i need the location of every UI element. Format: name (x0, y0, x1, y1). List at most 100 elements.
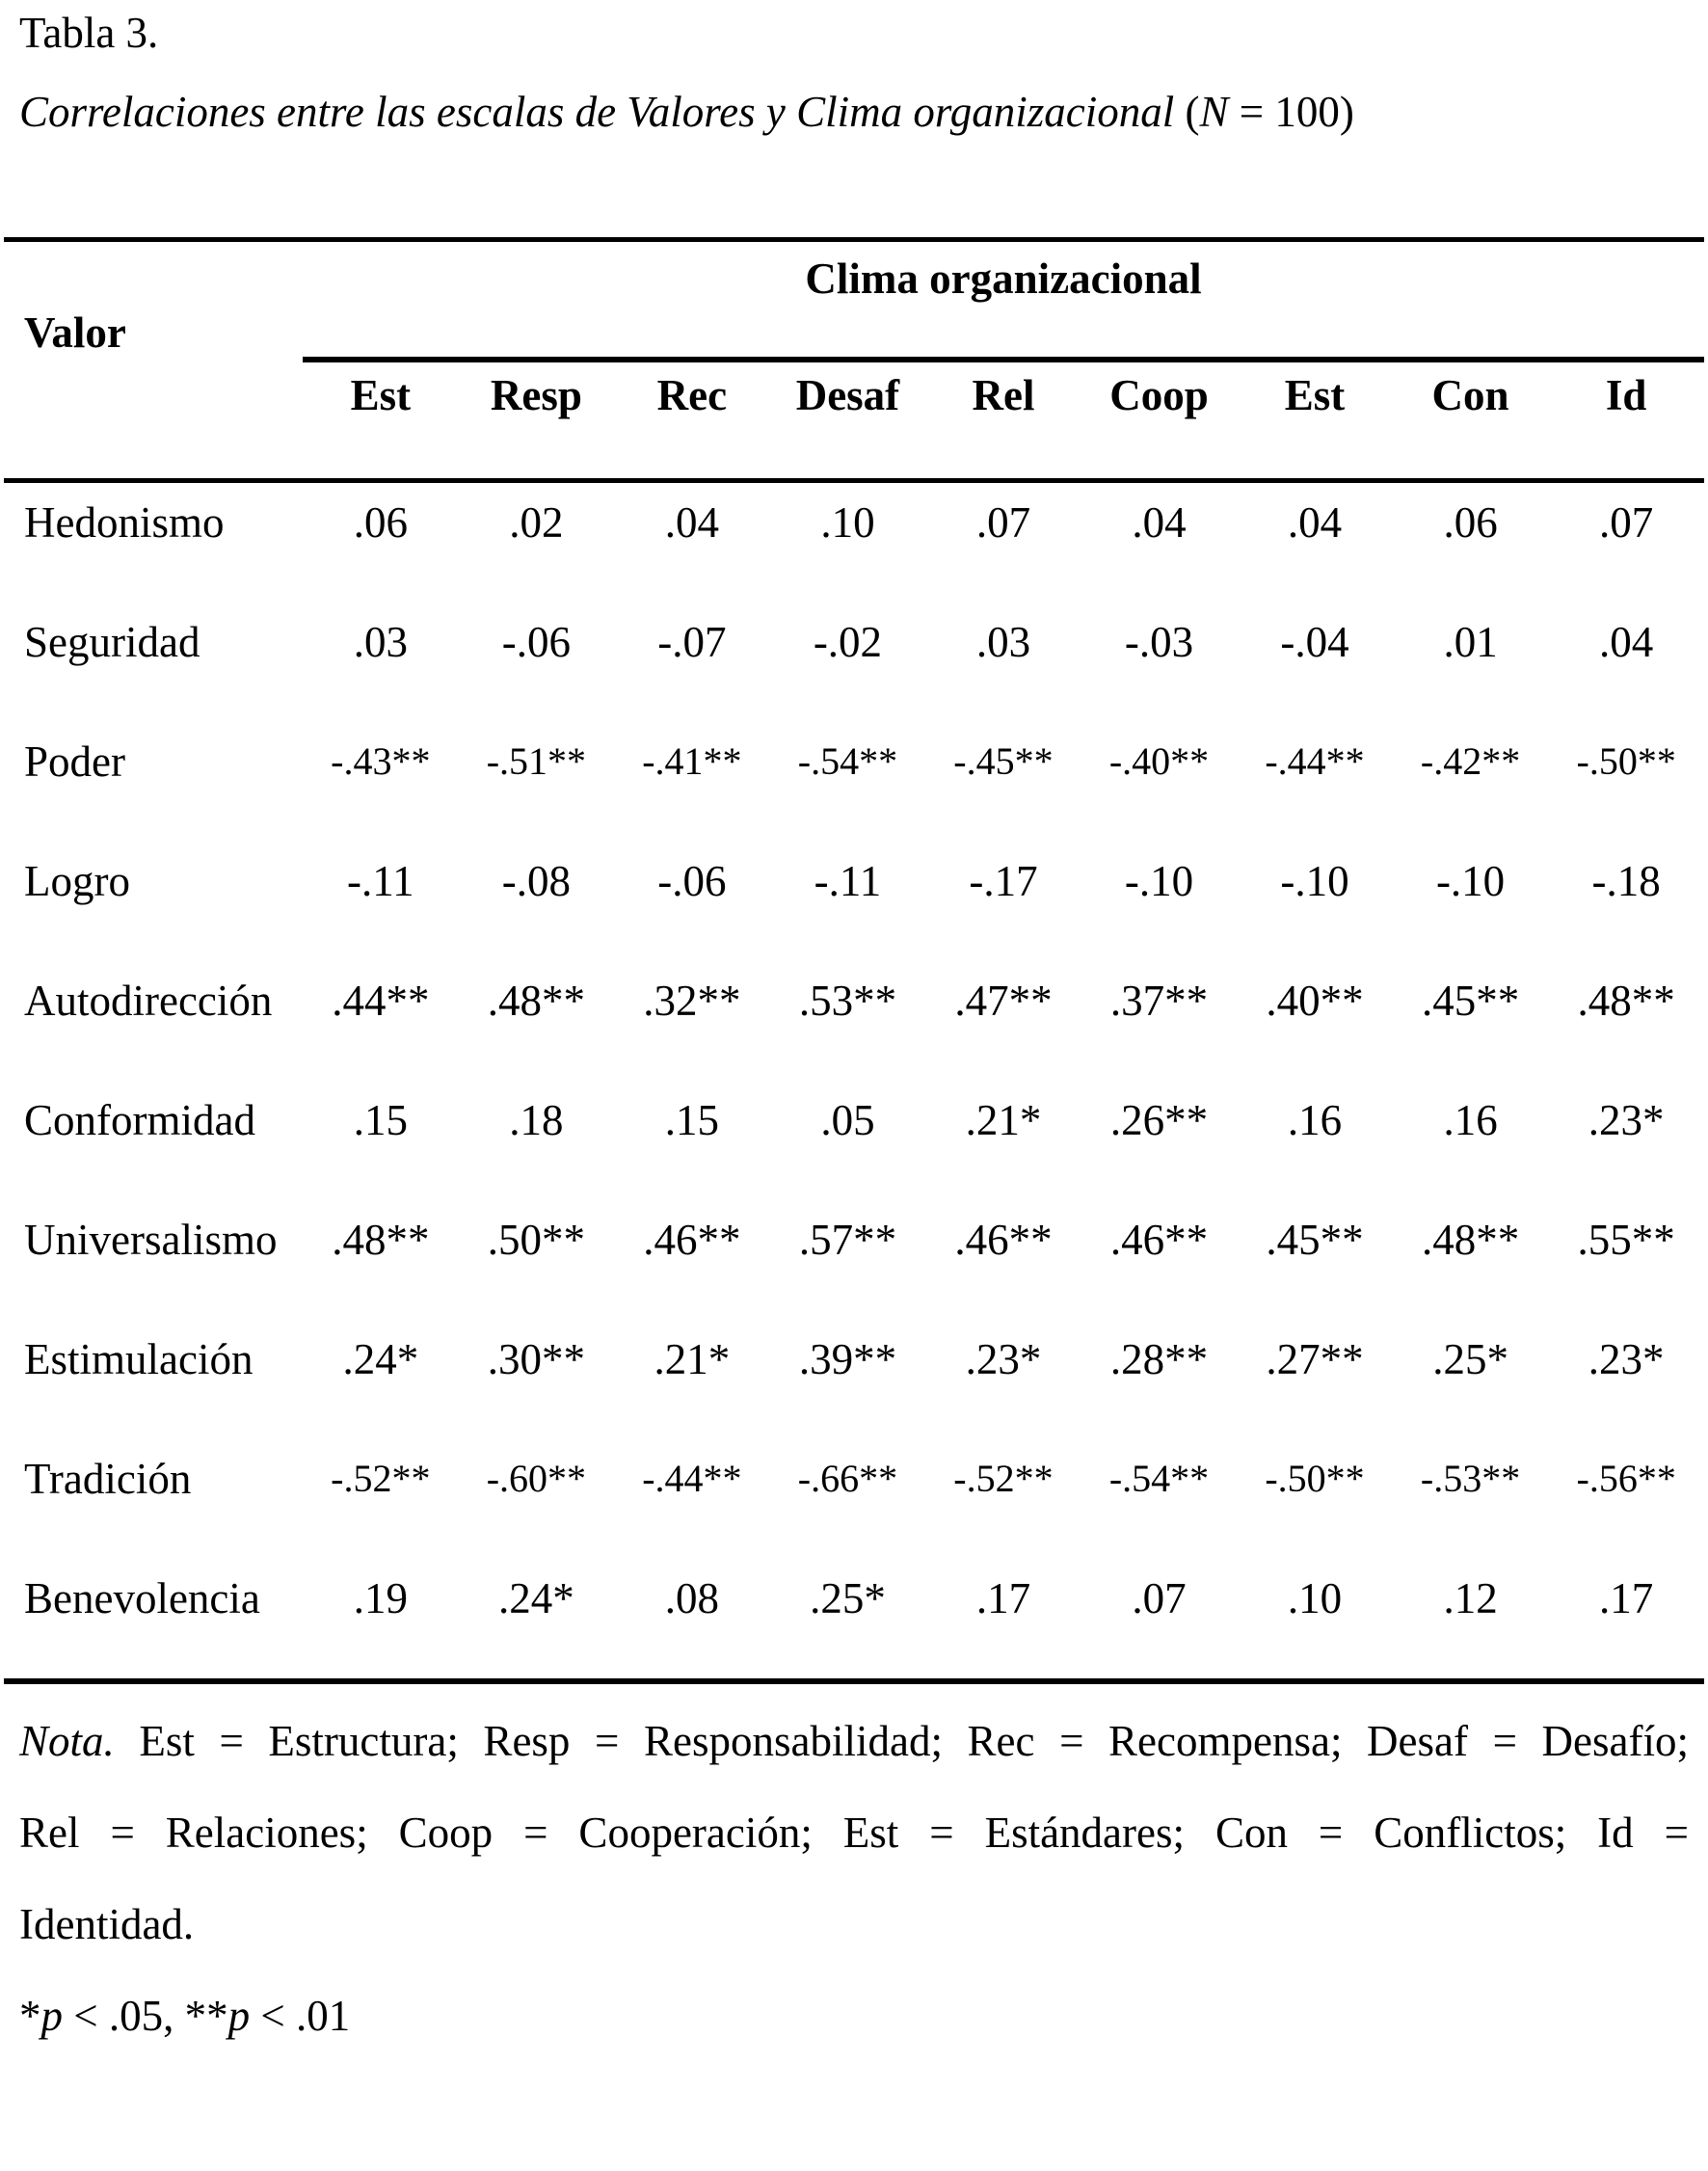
correlation-cell: -.44** (1265, 739, 1365, 783)
correlation-cell: .44** (332, 977, 430, 1025)
correlation-cell: .48** (332, 1216, 430, 1264)
correlation-cell: -.18 (1591, 857, 1661, 905)
correlation-cell: .10 (820, 498, 875, 547)
correlation-cell: .23* (965, 1335, 1042, 1383)
correlation-cell: .04 (1132, 498, 1187, 547)
column-header: Con (1392, 360, 1549, 483)
correlation-cell: -.06 (501, 618, 571, 666)
correlation-cell: -.56** (1576, 1457, 1676, 1500)
correlation-cell: .55** (1577, 1216, 1675, 1264)
correlation-cell: .15 (353, 1096, 408, 1144)
correlation-cell: .45** (1266, 1216, 1364, 1264)
correlation-cell: .05 (820, 1096, 875, 1144)
sig-mid: < .05, ** (63, 1992, 228, 2040)
note-label: Nota. (19, 1717, 115, 1765)
correlation-table: Valor Clima organizacional Est Resp Rec Des… (4, 237, 1704, 1684)
correlation-cell: .25* (1432, 1335, 1508, 1383)
correlation-cell: .57** (798, 1216, 897, 1264)
correlation-cell: .25* (810, 1574, 886, 1622)
spanner-header: Clima organizacional (303, 239, 1704, 362)
table-title: Correlaciones entre las escalas de Valor… (19, 87, 1689, 137)
correlation-cell: .21* (965, 1096, 1042, 1144)
correlation-cell: .21* (654, 1335, 731, 1383)
spanner-row: Valor Clima organizacional (4, 239, 1704, 483)
correlation-cell: .45** (1421, 977, 1520, 1025)
correlation-cell: -.02 (813, 618, 883, 666)
correlation-cell: .46** (1109, 1216, 1209, 1264)
correlation-cell: -.52** (331, 1457, 431, 1500)
sample-size-value: = 100) (1228, 88, 1354, 136)
row-label: Universalismo (24, 1216, 278, 1264)
table-row: Seguridad .03 -.06 -.07 -.02 .03 -.03 -.04 .01 .0… (4, 603, 1704, 722)
correlation-cell: -.08 (501, 857, 571, 905)
table-row: Hedonismo .06 .02 .04 .10 .07 .04 .04 .06 .07 (4, 481, 1704, 603)
correlation-cell: -.44** (642, 1457, 742, 1500)
correlation-cell: -.03 (1124, 618, 1194, 666)
correlation-cell: -.50** (1265, 1457, 1365, 1500)
correlation-cell: .28** (1109, 1335, 1209, 1383)
correlation-cell: -.52** (953, 1457, 1054, 1500)
row-label: Tradición (24, 1455, 192, 1503)
correlation-cell: .50** (487, 1216, 585, 1264)
correlation-cell: -.50** (1576, 739, 1676, 783)
correlation-cell: -.45** (953, 739, 1054, 783)
note-line-1: Nota. Est = Estructura; Resp = Responsab… (19, 1696, 1689, 1787)
correlation-cell: -.07 (657, 618, 727, 666)
row-label: Seguridad (24, 618, 200, 666)
column-header: Est (303, 360, 459, 483)
correlation-cell: -.60** (486, 1457, 587, 1500)
correlation-cell: -.06 (657, 857, 727, 905)
correlation-cell: -.10 (1435, 857, 1506, 905)
row-label: Poder (24, 737, 125, 786)
sig-p-2: p (227, 1992, 251, 2040)
correlation-cell: .40** (1266, 977, 1364, 1025)
correlation-cell: .39** (798, 1335, 897, 1383)
correlation-cell: .07 (1132, 1574, 1187, 1622)
correlation-cell: -.17 (969, 857, 1038, 905)
sample-size-n: N (1199, 88, 1229, 136)
correlation-cell: .17 (1599, 1574, 1654, 1622)
correlation-cell: .32** (643, 977, 741, 1025)
table-row: Benevolencia .19 .24* .08 .25* .17 .07 .10 .12 .1… (4, 1559, 1704, 1681)
correlation-cell: -.41** (642, 739, 742, 783)
table-row: Tradición -.52** -.60** -.44** -.66** -.52** -… (4, 1439, 1704, 1559)
correlation-cell: .16 (1287, 1096, 1343, 1144)
correlation-cell: .04 (1287, 498, 1343, 547)
sample-size-open: ( (1174, 88, 1200, 136)
correlation-cell: .37** (1109, 977, 1209, 1025)
correlation-cell: .16 (1443, 1096, 1498, 1144)
correlation-cell: -.66** (797, 1457, 898, 1500)
column-header: Rec (614, 360, 770, 483)
column-header: Id (1548, 360, 1704, 483)
correlation-cell: .03 (353, 618, 408, 666)
correlation-cell: .26** (1109, 1096, 1209, 1144)
correlation-cell: .46** (954, 1216, 1053, 1264)
stub-header: Valor (4, 239, 304, 483)
correlation-cell: -.04 (1280, 618, 1349, 666)
correlation-cell: -.10 (1124, 857, 1194, 905)
table-row: Logro -.11 -.08 -.06 -.11 -.17 -.10 -.10 -.10 -.1… (4, 842, 1704, 961)
correlation-cell: -.51** (486, 739, 587, 783)
row-label: Benevolencia (24, 1574, 260, 1622)
correlation-cell: .18 (509, 1096, 564, 1144)
correlation-cell: .04 (664, 498, 720, 547)
correlation-cell: -.40** (1108, 739, 1210, 783)
correlation-cell: .47** (954, 977, 1053, 1025)
row-label: Autodirección (24, 977, 273, 1025)
correlation-cell: .06 (1443, 498, 1498, 547)
table-number: Tabla 3. (19, 9, 159, 57)
note-line-2-text: Rel = Relaciones; Coop = Cooperación; Es… (19, 1809, 1689, 1857)
correlation-cell: .03 (975, 618, 1031, 666)
correlation-cell: -.42** (1420, 739, 1521, 783)
correlation-cell: .12 (1443, 1574, 1498, 1622)
correlation-cell: .30** (487, 1335, 585, 1383)
table-row: Poder -.43** -.51** -.41** -.54** -.45** -.40*… (4, 722, 1704, 842)
note-line-3-text: Identidad. (19, 1900, 195, 1948)
row-label: Logro (24, 857, 130, 905)
correlation-cell: .48** (1421, 1216, 1520, 1264)
column-header-row: Est Resp Rec Desaf Rel Coop Est Con Id (4, 360, 1704, 483)
row-label: Estimulación (24, 1335, 254, 1383)
correlation-cell: .08 (664, 1574, 720, 1622)
correlation-cell: .15 (664, 1096, 720, 1144)
table-body: Hedonismo .06 .02 .04 .10 .07 .04 .04 .06 .07 Segu… (4, 481, 1704, 1682)
